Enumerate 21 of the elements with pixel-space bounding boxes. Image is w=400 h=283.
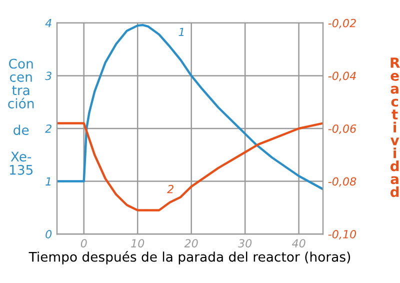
y2-tick-label: -0,04: [328, 72, 356, 82]
y-tick-label: 3: [45, 72, 52, 80]
annotation: 1: [178, 28, 184, 36]
x-tick-label: 0: [80, 239, 87, 248]
line-series: [57, 122, 323, 212]
y2-tick-label: -0,02: [328, 18, 356, 28]
text: Reactividad: [390, 58, 400, 198]
x-tick-label: 30: [238, 239, 252, 248]
y-tick-label: 1: [46, 177, 50, 186]
y-tick-label: 2: [45, 124, 52, 133]
text: Con cen tra ción de Xe- 135: [8, 58, 34, 175]
x-axis-title: Tiempo después de la parada del reactor (horas): [28, 251, 350, 264]
x-tick-label: 10: [131, 239, 144, 248]
x-tick-label: 40: [292, 239, 306, 248]
y2-tick-label: -0,08: [328, 177, 356, 187]
y2-tick-label: -0,06: [328, 124, 356, 134]
x-tick-label: 20: [184, 239, 198, 248]
annotation: 2: [167, 184, 174, 194]
y-tick-label: 4: [45, 19, 52, 28]
y2-tick-label: -0,10: [328, 230, 356, 240]
y-tick-label: 0: [46, 230, 52, 238]
